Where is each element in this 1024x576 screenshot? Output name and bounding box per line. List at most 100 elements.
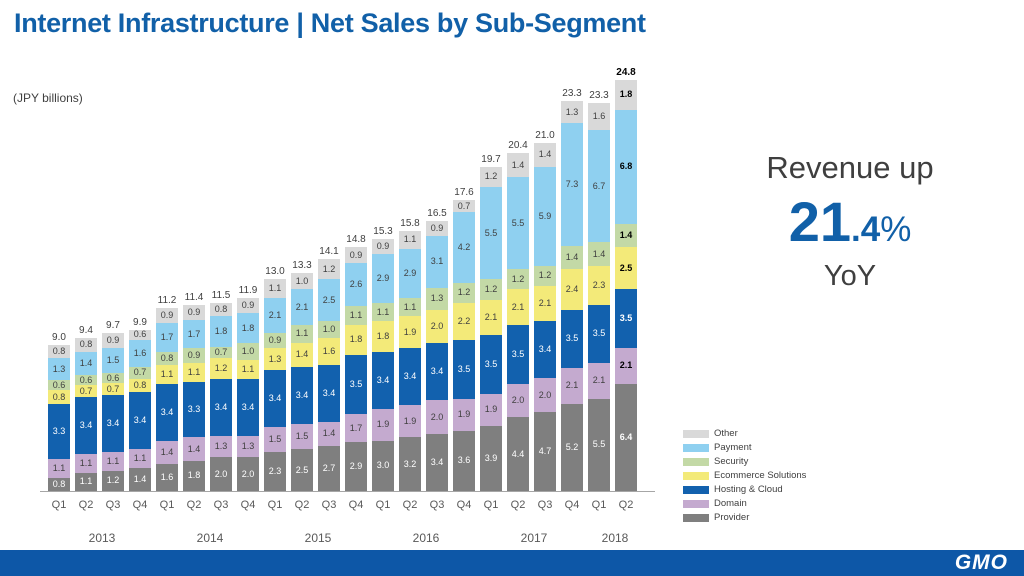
quarter-tick-label: Q4 — [456, 499, 472, 511]
segment-security: 0.6 — [102, 373, 124, 384]
segment-domain: 1.4 — [156, 440, 178, 465]
legend-swatch-icon — [683, 471, 709, 480]
bar-2016-q2: 15.8 1.1 2.9 1.1 1.9 3.4 1.9 3.2 — [399, 218, 421, 491]
segment-payment: 2.9 — [372, 254, 394, 303]
quarter-tick-label: Q1 — [375, 499, 391, 511]
segment-provider: 4.4 — [507, 417, 529, 491]
segment-domain: 1.1 — [75, 454, 97, 473]
year-tick-label-2016: 2016 — [412, 531, 440, 545]
segment-security: 0.6 — [75, 375, 97, 386]
bar-2015-q2: 13.3 1.0 2.1 1.1 1.4 3.4 1.5 2.5 — [291, 260, 313, 491]
segment-ecommerce-solutions: 1.4 — [291, 343, 313, 367]
segment-payment: 4.2 — [453, 212, 475, 283]
segment-other: 1.8 — [615, 79, 637, 110]
quarter-tick-label: Q4 — [240, 499, 256, 511]
segment-security: 0.8 — [156, 351, 178, 366]
segment-payment: 1.8 — [210, 316, 232, 347]
segment-ecommerce-solutions: 1.8 — [345, 324, 367, 355]
legend-swatch-icon — [683, 443, 709, 452]
bar-2018-q1: 23.3 1.6 6.7 1.4 2.3 3.5 2.1 5.5 — [588, 90, 610, 491]
bar-2014-q2: 11.4 0.9 1.7 0.9 1.1 3.3 1.4 1.8 — [183, 292, 205, 491]
segment-ecommerce-solutions: 2.5 — [615, 247, 637, 290]
segment-ecommerce-solutions: 0.7 — [102, 383, 124, 396]
legend-swatch-icon — [683, 485, 709, 494]
quarter-tick-label: Q2 — [618, 499, 634, 511]
segment-hosting-cloud: 3.3 — [183, 381, 205, 438]
segment-ecommerce-solutions: 2.1 — [507, 289, 529, 325]
segment-hosting-cloud: 3.4 — [237, 378, 259, 436]
segment-security: 1.2 — [480, 279, 502, 300]
segment-ecommerce-solutions: 1.2 — [210, 358, 232, 379]
segment-hosting-cloud: 3.4 — [426, 343, 448, 401]
quarter-tick-label: Q3 — [321, 499, 337, 511]
segment-payment: 6.8 — [615, 109, 637, 224]
segment-payment: 5.5 — [507, 176, 529, 270]
axis-unit-label: (JPY billions) — [13, 91, 83, 105]
segment-payment: 2.6 — [345, 262, 367, 307]
quarter-tick-label: Q1 — [51, 499, 67, 511]
segment-other: 0.8 — [75, 338, 97, 352]
segment-provider: 2.3 — [264, 452, 286, 491]
segment-provider: 2.9 — [345, 442, 367, 491]
stacked-bar-chart: 9.0 0.8 1.3 0.6 0.8 3.3 1.1 0.8 9.4 0.8 1.4 0.6 0.7 3… — [40, 60, 655, 545]
segment-ecommerce-solutions: 1.1 — [156, 365, 178, 384]
bar-total-label: 15.8 — [400, 217, 420, 229]
quarter-tick-label: Q3 — [537, 499, 553, 511]
year-tick-label-2017: 2017 — [520, 531, 548, 545]
revenue-growth-value: 21.4% — [735, 194, 965, 250]
bar-total-label: 15.3 — [373, 226, 393, 238]
segment-other: 1.3 — [561, 101, 583, 124]
bar-total-label: 16.5 — [427, 207, 447, 219]
revenue-up-text: Revenue up — [766, 150, 934, 185]
segment-payment: 2.1 — [264, 297, 286, 334]
segment-other: 0.9 — [237, 297, 259, 314]
segment-domain: 1.5 — [264, 427, 286, 453]
bar-total-label: 11.2 — [157, 294, 177, 306]
quarter-tick-label: Q3 — [105, 499, 121, 511]
segment-ecommerce-solutions: 0.8 — [48, 390, 70, 404]
segment-other: 0.6 — [129, 329, 151, 340]
segment-security: 0.9 — [264, 333, 286, 349]
segment-provider: 1.1 — [75, 472, 97, 491]
bar-2014-q1: 11.2 0.9 1.7 0.8 1.1 3.4 1.4 1.6 — [156, 295, 178, 491]
bar-2015-q1: 13.0 1.1 2.1 0.9 1.3 3.4 1.5 2.3 — [264, 266, 286, 491]
bar-total-label: 14.8 — [346, 234, 366, 246]
bar-2017-q4: 23.3 1.3 7.3 1.4 2.4 3.5 2.1 5.2 — [561, 88, 583, 491]
percent-sign: % — [880, 210, 912, 249]
bar-2016-q4: 17.6 0.7 4.2 1.2 2.2 3.5 1.9 3.6 — [453, 187, 475, 491]
bar-2016-q3: 16.5 0.9 3.1 1.3 2.0 3.4 2.0 3.4 — [426, 208, 448, 491]
segment-hosting-cloud: 3.5 — [453, 339, 475, 399]
segment-ecommerce-solutions: 2.4 — [561, 269, 583, 310]
segment-ecommerce-solutions: 2.2 — [453, 302, 475, 340]
segment-other: 0.9 — [345, 247, 367, 263]
segment-domain: 2.1 — [615, 348, 637, 384]
segment-ecommerce-solutions: 1.1 — [237, 360, 259, 379]
segment-provider: 3.0 — [372, 440, 394, 491]
segment-hosting-cloud: 3.4 — [318, 365, 340, 423]
bar-2013-q1: 9.0 0.8 1.3 0.6 0.8 3.3 1.1 0.8 — [48, 332, 70, 491]
bar-2015-q3: 14.1 1.2 2.5 1.0 1.6 3.4 1.4 2.7 — [318, 246, 340, 491]
segment-domain: 1.9 — [480, 393, 502, 426]
segment-other: 1.1 — [264, 279, 286, 298]
segment-payment: 2.9 — [399, 249, 421, 298]
legend-label: Other — [714, 428, 738, 439]
segment-domain: 1.1 — [48, 459, 70, 478]
segment-ecommerce-solutions: 2.1 — [480, 299, 502, 335]
segment-payment: 6.7 — [588, 129, 610, 243]
quarter-tick-label: Q3 — [429, 499, 445, 511]
segment-hosting-cloud: 3.4 — [210, 378, 232, 436]
segment-provider: 2.7 — [318, 445, 340, 491]
year-tick-label-2015: 2015 — [304, 531, 332, 545]
legend-item-other: Other — [683, 428, 806, 439]
segment-security: 1.4 — [588, 242, 610, 266]
growth-integer: 21 — [788, 190, 851, 253]
bar-total-label: 11.5 — [211, 289, 231, 301]
segment-other: 0.7 — [453, 200, 475, 213]
segment-provider: 1.8 — [183, 460, 205, 491]
legend-label: Domain — [714, 498, 747, 509]
segment-payment: 7.3 — [561, 123, 583, 246]
gmo-logo: GMO — [954, 551, 1008, 574]
segment-ecommerce-solutions: 2.1 — [534, 286, 556, 322]
segment-provider: 3.2 — [399, 437, 421, 491]
legend-label: Security — [714, 456, 749, 467]
